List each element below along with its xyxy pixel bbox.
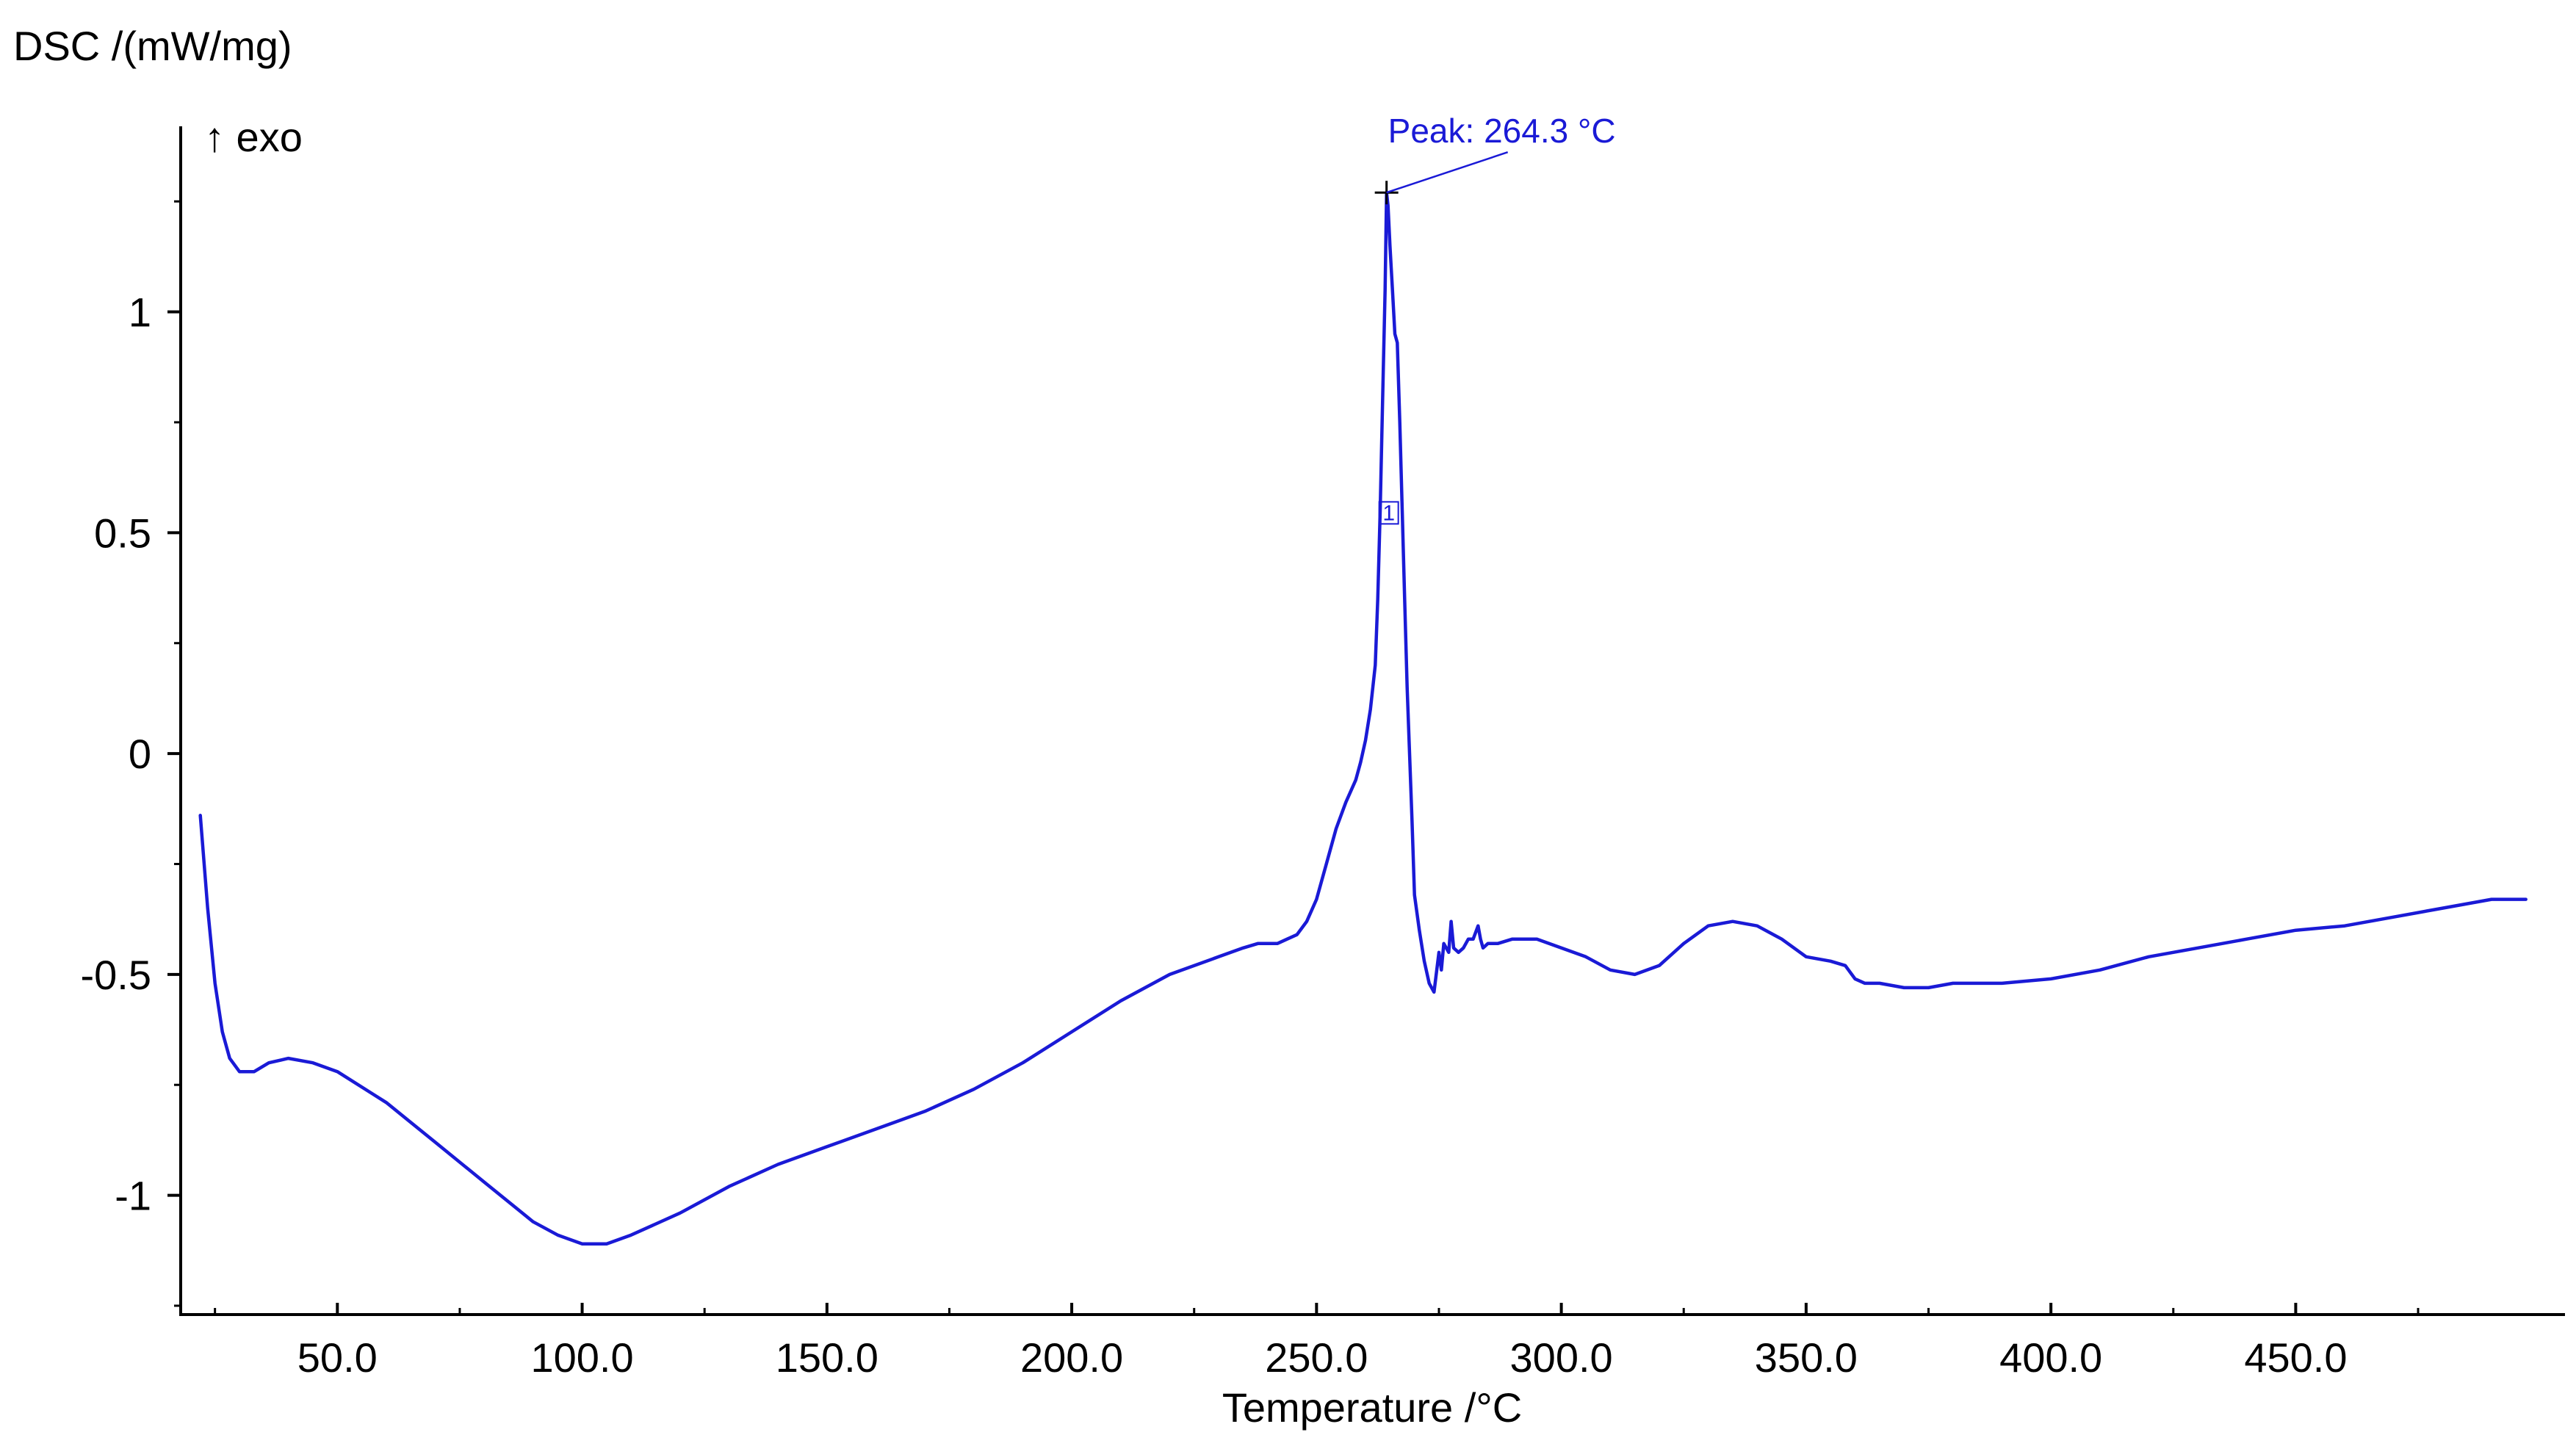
- x-tick-label: 100.0: [530, 1334, 633, 1381]
- y-ticks: 1 0.5 0 -0.5 -1: [81, 200, 181, 1307]
- x-tick-label: 450.0: [2244, 1334, 2347, 1381]
- x-ticks: 50.0 100.0 150.0 200.0 250.0 300.0 350.0 400.0 4…: [214, 1303, 2420, 1381]
- y-tick-label: -1: [115, 1173, 151, 1219]
- x-tick-label: 200.0: [1020, 1334, 1123, 1381]
- peak-number-label: 1: [1382, 501, 1395, 525]
- x-tick-label: 350.0: [1755, 1334, 1858, 1381]
- exo-direction-label: ↑ exo: [204, 114, 303, 160]
- peak-leader-line: [1386, 151, 1509, 194]
- y-tick-label: 1: [129, 289, 151, 336]
- dsc-curve: [198, 190, 2528, 1246]
- x-tick-label: 400.0: [1999, 1334, 2102, 1381]
- peak-annotation: Peak: 264.3 °C 1: [1374, 112, 1616, 525]
- x-tick-label: 250.0: [1265, 1334, 1368, 1381]
- peak-label: Peak: 264.3 °C: [1388, 112, 1616, 150]
- x-tick-label: 300.0: [1510, 1334, 1613, 1381]
- y-tick-label: 0: [129, 731, 151, 777]
- y-axis-title: DSC /(mW/mg): [13, 23, 292, 69]
- x-tick-label: 50.0: [297, 1334, 378, 1381]
- y-tick-label: -0.5: [81, 952, 152, 998]
- y-tick-label: 0.5: [94, 510, 151, 556]
- x-tick-label: 150.0: [776, 1334, 878, 1381]
- peak-number-box: [1378, 501, 1399, 525]
- x-axis-title: Temperature /°C: [1222, 1384, 1522, 1431]
